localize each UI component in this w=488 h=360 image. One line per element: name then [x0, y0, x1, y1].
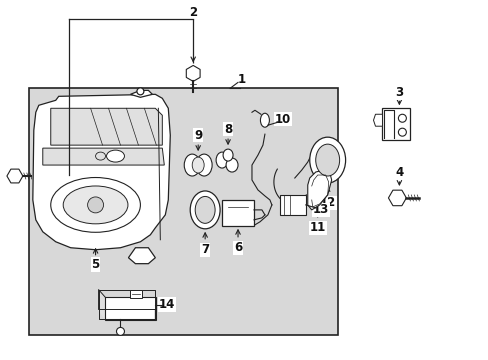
Text: 4: 4: [394, 166, 403, 179]
Text: 3: 3: [394, 86, 403, 99]
Polygon shape: [105, 310, 155, 319]
Bar: [222, 200, 253, 226]
Bar: [29, 88, 337, 336]
Circle shape: [398, 128, 406, 136]
Polygon shape: [99, 289, 105, 319]
Ellipse shape: [315, 144, 339, 176]
Ellipse shape: [51, 177, 140, 232]
Circle shape: [137, 88, 143, 95]
Polygon shape: [130, 90, 152, 97]
Polygon shape: [373, 114, 382, 126]
Ellipse shape: [309, 137, 345, 183]
FancyBboxPatch shape: [104, 297, 156, 320]
Ellipse shape: [190, 191, 220, 229]
Polygon shape: [42, 148, 164, 165]
Text: 1: 1: [238, 73, 245, 86]
Ellipse shape: [184, 154, 200, 176]
Circle shape: [116, 328, 124, 336]
Ellipse shape: [225, 158, 238, 172]
Circle shape: [398, 114, 406, 122]
Text: 13: 13: [312, 203, 328, 216]
Ellipse shape: [260, 113, 269, 127]
Text: 8: 8: [224, 123, 232, 136]
Polygon shape: [51, 108, 162, 145]
Ellipse shape: [223, 149, 233, 161]
Bar: [382, 108, 409, 140]
Polygon shape: [128, 248, 155, 264]
Text: 11: 11: [309, 221, 325, 234]
Polygon shape: [307, 170, 331, 210]
Text: 10: 10: [274, 113, 290, 126]
Text: 12: 12: [319, 197, 335, 210]
Bar: [130, 289, 142, 298]
Text: 6: 6: [233, 241, 242, 254]
Bar: [279, 195, 305, 215]
Text: 7: 7: [201, 243, 209, 256]
Ellipse shape: [192, 157, 203, 173]
Text: 9: 9: [194, 129, 202, 142]
Polygon shape: [33, 94, 170, 250]
Text: 14: 14: [159, 298, 175, 311]
Text: 5: 5: [91, 258, 100, 271]
Text: 2: 2: [189, 6, 197, 19]
Ellipse shape: [196, 154, 212, 176]
Ellipse shape: [95, 152, 105, 160]
Ellipse shape: [195, 197, 215, 223]
Ellipse shape: [106, 150, 124, 162]
Ellipse shape: [216, 152, 227, 168]
Polygon shape: [384, 110, 394, 138]
Ellipse shape: [63, 186, 128, 224]
Circle shape: [87, 197, 103, 213]
